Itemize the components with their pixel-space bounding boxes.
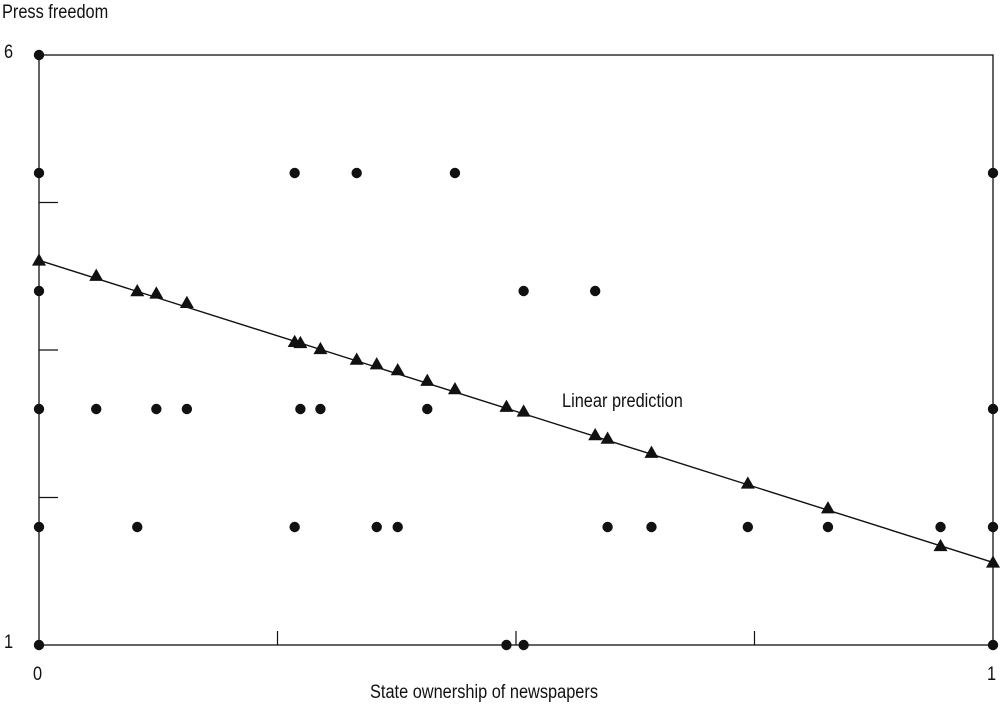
prediction-point	[369, 357, 384, 370]
prediction-point	[499, 399, 514, 412]
observation-point	[742, 521, 754, 533]
observation-point	[289, 521, 300, 533]
prediction-point	[588, 427, 603, 441]
observation-point	[33, 285, 45, 297]
prediction-point	[933, 538, 948, 552]
observation-point	[315, 403, 326, 415]
observation-point	[422, 403, 433, 415]
observation-point	[351, 167, 362, 179]
observation-point	[392, 521, 403, 533]
prediction-point	[420, 373, 435, 386]
observation-point	[33, 639, 45, 651]
observation-point	[987, 521, 999, 533]
observation-point	[935, 521, 946, 533]
observation-point	[371, 521, 382, 533]
observation-point	[987, 403, 999, 415]
prediction-point	[516, 404, 531, 417]
x-tick-label-min: 0	[33, 664, 43, 685]
prediction-point	[740, 476, 755, 489]
prediction-point	[349, 352, 364, 365]
observation-point	[132, 521, 143, 533]
observation-point	[501, 639, 512, 651]
observation-point	[33, 49, 45, 61]
observation-point	[181, 403, 193, 415]
prediction-point	[89, 268, 104, 281]
prediction-point	[179, 295, 194, 309]
prediction-point	[986, 555, 1000, 568]
prediction-markers	[32, 253, 1000, 568]
observation-point	[518, 285, 529, 297]
prediction-point	[130, 284, 145, 297]
observation-point	[33, 167, 45, 179]
y-axis-label: Press freedom	[2, 2, 109, 23]
observation-point	[33, 403, 45, 415]
prediction-point	[149, 286, 164, 299]
y-tick-label-min: 1	[4, 632, 14, 653]
observation-point	[449, 167, 461, 179]
observation-point	[822, 521, 834, 533]
observation-point	[33, 521, 45, 533]
prediction-point	[390, 363, 405, 376]
prediction-point	[447, 381, 462, 395]
linear-prediction-annotation: Linear prediction	[562, 391, 683, 412]
observation-point	[589, 285, 601, 297]
x-axis-label: State ownership of newspapers	[370, 682, 598, 703]
observation-point	[646, 521, 657, 533]
prediction-point	[32, 253, 46, 266]
y-tick-label-max: 6	[4, 42, 14, 63]
prediction-point	[820, 501, 835, 514]
observation-point	[987, 167, 999, 179]
observation-markers	[33, 49, 999, 651]
prediction-point	[313, 341, 328, 355]
minor-ticks	[39, 201, 756, 645]
prediction-point	[600, 431, 615, 444]
observation-point	[987, 639, 999, 651]
prediction-point	[644, 445, 659, 458]
prediction-point	[293, 335, 308, 349]
plot-frame	[38, 54, 994, 646]
observation-point	[602, 521, 613, 533]
observation-point	[151, 403, 162, 415]
observation-point	[518, 639, 529, 651]
x-tick-label-max: 1	[987, 664, 997, 685]
observation-point	[91, 403, 102, 415]
observation-point	[295, 403, 306, 415]
observation-point	[289, 167, 300, 179]
